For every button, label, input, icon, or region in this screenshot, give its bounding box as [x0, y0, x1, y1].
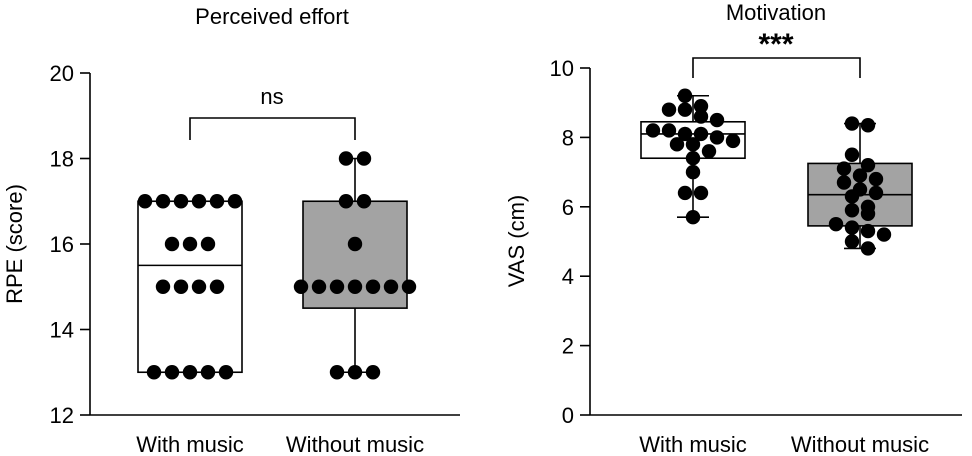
data-point — [844, 116, 860, 131]
chart-title: Motivation — [726, 0, 826, 25]
significance-label: ns — [260, 84, 283, 109]
data-point — [860, 118, 876, 133]
y-tick-label: 20 — [50, 61, 74, 86]
data-point — [209, 194, 225, 209]
data-point — [860, 157, 876, 173]
data-point — [677, 185, 693, 201]
data-point — [844, 189, 860, 204]
data-point — [347, 365, 363, 380]
data-point — [173, 279, 189, 294]
data-point — [693, 185, 709, 201]
data-point — [338, 194, 354, 209]
x-tick-label: Without music — [286, 432, 424, 456]
data-point — [191, 194, 207, 209]
data-point — [645, 123, 661, 138]
data-point — [347, 279, 363, 294]
significance-bracket — [692, 57, 861, 78]
data-point — [828, 216, 844, 232]
data-point — [677, 126, 693, 142]
y-tick-label: 18 — [50, 147, 74, 172]
data-point — [685, 137, 701, 152]
data-point — [356, 194, 372, 209]
data-point — [365, 279, 381, 294]
data-point — [182, 236, 198, 252]
chart-motivation: Motivation VAS (cm) With music Without m… — [504, 0, 962, 456]
data-point — [844, 220, 860, 235]
x-tick-label: Without music — [791, 432, 929, 456]
data-point — [685, 164, 701, 180]
y-axis-label: RPE (score) — [2, 184, 27, 304]
y-tick-label: 6 — [562, 195, 574, 220]
data-point — [661, 102, 677, 117]
data-point — [661, 123, 677, 138]
data-point — [146, 365, 162, 380]
y-tick-label: 0 — [562, 403, 574, 428]
data-point — [860, 223, 876, 239]
data-point — [693, 109, 709, 124]
chart-title: Perceived effort — [195, 4, 349, 29]
data-point — [844, 203, 860, 218]
data-point — [693, 98, 709, 114]
data-point — [329, 365, 345, 380]
data-point — [182, 365, 198, 380]
y-tick-label: 8 — [562, 125, 574, 150]
box — [137, 200, 243, 374]
data-point — [836, 161, 852, 176]
y-tick-label: 14 — [50, 318, 74, 343]
data-point — [227, 194, 243, 209]
y-tick-label: 16 — [50, 232, 74, 257]
data-point — [868, 171, 884, 187]
data-point — [852, 168, 868, 183]
x-tick-label: With music — [639, 432, 747, 456]
data-point — [164, 365, 180, 380]
data-point — [693, 126, 709, 142]
data-point — [401, 279, 417, 294]
data-point — [356, 151, 372, 166]
data-point — [155, 279, 171, 294]
data-point — [200, 365, 216, 380]
data-point — [725, 133, 741, 149]
data-point — [709, 130, 725, 145]
data-point — [709, 112, 725, 128]
data-point — [677, 88, 693, 103]
y-tick-label: 12 — [50, 403, 74, 428]
data-point — [137, 194, 153, 209]
significance-label: *** — [758, 28, 793, 61]
significance-bracket — [189, 117, 356, 140]
x-tick-label: With music — [136, 432, 244, 456]
data-point — [860, 206, 876, 221]
data-point — [209, 279, 225, 294]
data-point — [868, 185, 884, 201]
data-point — [164, 236, 180, 252]
data-point — [338, 151, 354, 166]
data-point — [860, 241, 876, 256]
data-point — [365, 365, 381, 380]
data-point — [701, 144, 717, 159]
data-point — [329, 279, 345, 294]
data-point — [155, 194, 171, 209]
data-point — [685, 210, 701, 225]
data-point — [218, 365, 234, 380]
y-tick-label: 2 — [562, 334, 574, 359]
data-point — [311, 279, 327, 294]
chart-perceived-effort: Perceived effort RPE (score) With music … — [2, 4, 460, 456]
data-point — [669, 137, 685, 152]
data-point — [685, 151, 701, 166]
data-point — [293, 279, 309, 294]
y-axis-label: VAS (cm) — [504, 195, 529, 287]
data-point — [383, 279, 399, 294]
data-point — [173, 194, 189, 209]
data-point — [191, 279, 207, 294]
data-point — [836, 175, 852, 190]
data-point — [200, 236, 216, 252]
y-tick-label: 10 — [550, 56, 574, 81]
y-tick-label: 4 — [562, 264, 574, 289]
data-point — [876, 227, 892, 242]
data-point — [844, 147, 860, 162]
data-point — [844, 234, 860, 249]
data-point — [677, 102, 693, 117]
data-point — [347, 236, 363, 252]
